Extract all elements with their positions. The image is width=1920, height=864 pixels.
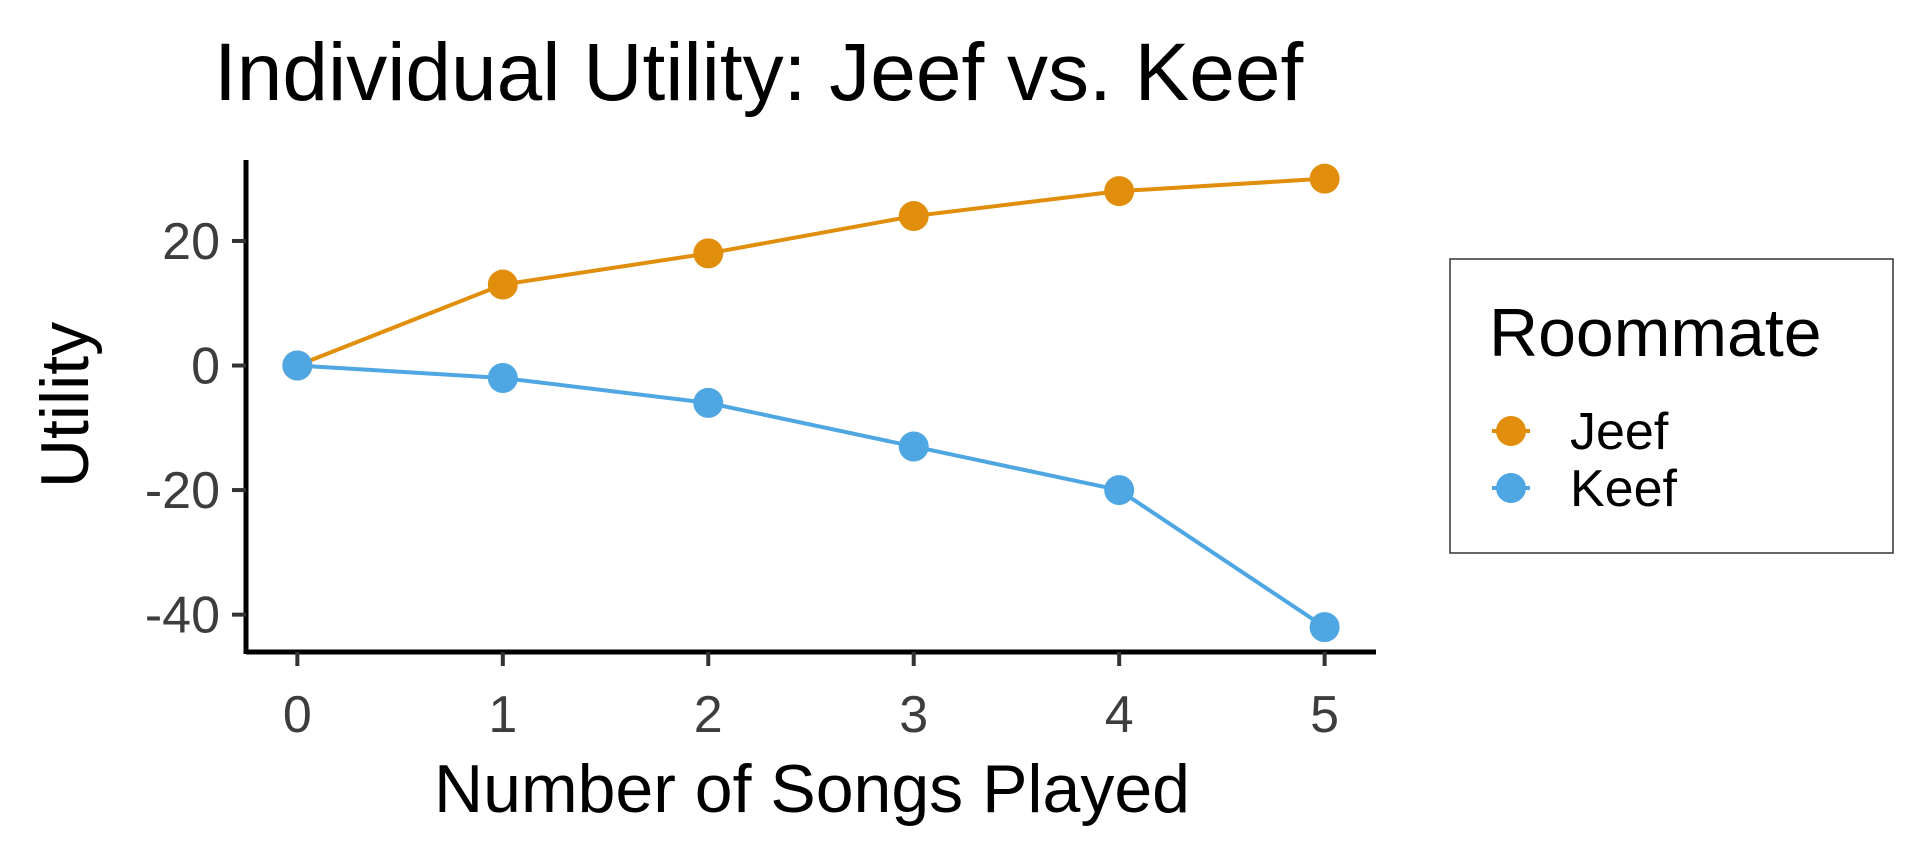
plot-area [282,163,1340,643]
x-tick-label: 5 [1310,686,1339,744]
series-line-keef [297,363,1326,629]
x-tick-label: 3 [899,686,928,744]
data-point-jeef [898,201,929,232]
legend-box [1449,258,1894,554]
y-axis-title: Utility [27,322,103,488]
y-tick-label: -40 [145,587,220,645]
data-point-jeef [1309,163,1340,194]
y-tick-label: 0 [191,338,220,396]
legend-swatch-keef [1496,473,1526,503]
data-point-keef [1104,475,1135,506]
data-point-keef [1309,612,1340,643]
y-tick-label: 20 [162,213,220,271]
data-point-jeef [1104,176,1135,207]
x-tick-label: 2 [694,686,723,744]
chart-title: Individual Utility: Jeef vs. Keef [214,27,1303,118]
legend-title: Roommate [1489,295,1822,371]
legend-swatch-jeef [1496,416,1526,446]
x-tick-label: 0 [283,686,312,744]
legend-label-keef: Keef [1570,460,1678,518]
data-point-jeef [693,238,724,269]
y-tick-label: -20 [145,462,220,520]
data-point-keef [898,431,929,462]
series-line-jeef [296,176,1325,368]
x-tick-label: 4 [1105,686,1134,744]
data-point-jeef [487,269,518,300]
data-point-keef [487,362,518,393]
y-axis-ticks: -40 -20 0 20 [145,213,246,645]
x-tick-label: 1 [488,686,517,744]
data-point-keef [693,387,724,418]
x-axis-ticks: 0 1 2 3 4 5 [283,652,1339,744]
x-axis-title: Number of Songs Played [434,751,1190,827]
data-point-keef [282,350,313,381]
legend-label-jeef: Jeef [1570,403,1669,461]
